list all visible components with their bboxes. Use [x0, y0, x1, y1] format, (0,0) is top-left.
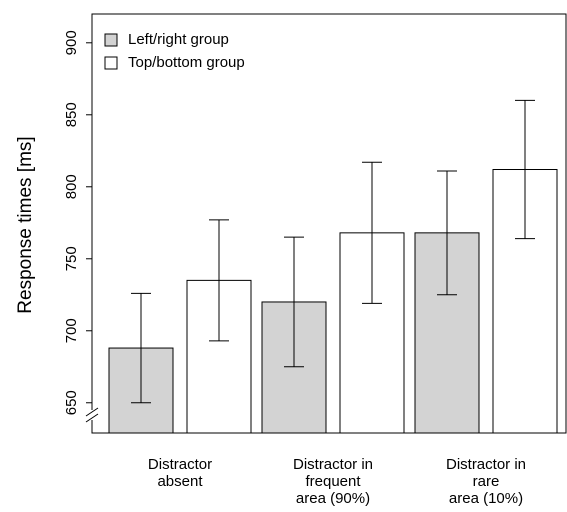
x-tick-label: Distractor in frequent area (90%) — [293, 456, 373, 507]
y-tick-label: 650 — [63, 390, 80, 415]
error-bar — [131, 292, 151, 404]
legend-swatch — [104, 56, 118, 70]
error-bar — [362, 161, 382, 304]
x-tick-label-line: rare — [473, 473, 500, 490]
axis-break-line — [85, 407, 99, 417]
error-bar — [437, 170, 457, 296]
x-tick-label: Distractor in rare area (10%) — [446, 456, 526, 507]
y-tick-label: 750 — [63, 246, 80, 271]
error-bar — [209, 219, 229, 342]
y-tick-label: 700 — [63, 318, 80, 343]
legend-label: Top/bottom group — [128, 54, 245, 71]
x-tick-label-line: Distractor in — [446, 456, 526, 473]
y-axis-label: Response times [ms] — [15, 136, 36, 313]
x-tick-label: Distractor absent — [148, 456, 212, 490]
y-tick-label: 900 — [63, 30, 80, 55]
error-bar — [284, 236, 304, 368]
legend-swatch — [104, 33, 118, 47]
axis-break-line — [85, 413, 99, 423]
y-tick-label: 800 — [63, 174, 80, 199]
x-tick-label-line: area (90%) — [296, 490, 370, 507]
x-tick-label-line: frequent — [305, 473, 361, 490]
x-tick-label-line: absent — [157, 473, 203, 490]
x-tick-label-line: Distractor in — [293, 456, 373, 473]
legend-label: Left/right group — [128, 31, 229, 48]
axis-break-gap — [86, 410, 98, 420]
x-tick-label-line: Distractor — [148, 456, 212, 473]
x-tick-label-line: area (10%) — [449, 490, 523, 507]
error-bar — [515, 99, 535, 240]
axis-break — [85, 407, 99, 423]
y-tick-label: 850 — [63, 102, 80, 127]
